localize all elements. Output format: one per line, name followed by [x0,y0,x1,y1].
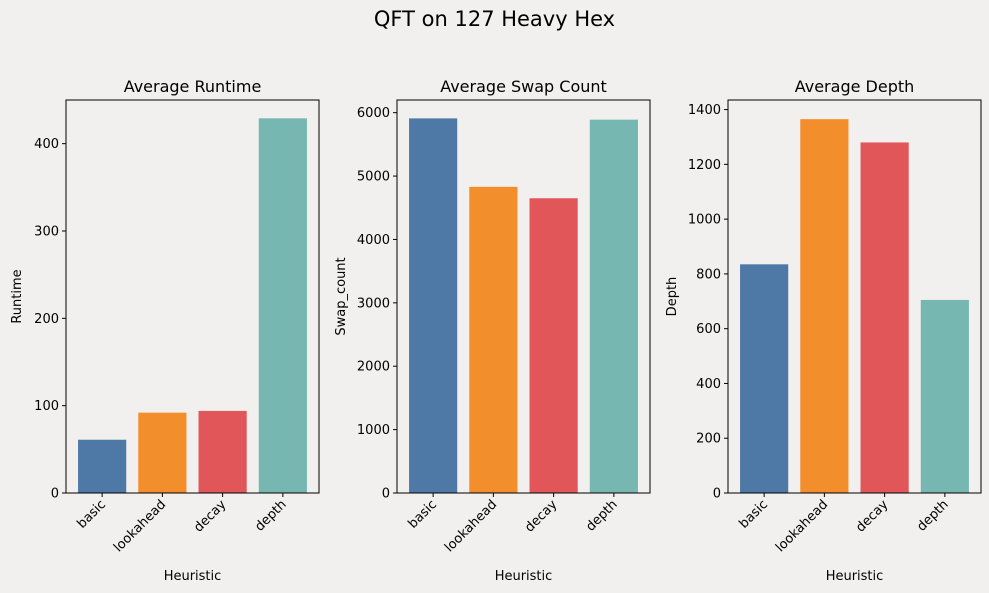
chart-title: Average Swap Count [440,77,607,96]
y-tick-label: 200 [34,312,59,327]
x-tick-label: basic [736,497,770,531]
x-tick-label: decay [853,497,891,535]
bar-depth [920,299,969,493]
y-tick-label: 0 [51,487,59,502]
y-tick-label: 400 [696,377,721,392]
x-axis-label: Heuristic [495,569,553,584]
chart-title: Average Runtime [124,77,262,96]
bar-decay [529,198,578,493]
x-tick-label: lookahead [111,497,169,555]
bar-basic [409,118,458,493]
y-tick-label: 800 [696,267,721,282]
y-axis-label: Swap_count [334,257,349,335]
y-tick-label: 0 [713,487,721,502]
y-tick-label: 1200 [688,158,721,173]
y-tick-label: 6000 [357,106,390,121]
y-tick-label: 400 [34,137,59,152]
bar-decay [198,410,247,493]
bar-basic [78,439,127,493]
figure-title: QFT on 127 Heavy Hex [374,7,615,31]
y-tick-label: 1000 [688,213,721,228]
bar-decay [860,142,909,494]
y-tick-label: 1000 [357,423,390,438]
bar-depth [589,119,638,494]
chart-title: Average Depth [795,77,915,96]
y-axis-label: Runtime [10,269,25,323]
bar-basic [740,264,789,493]
y-tick-label: 200 [696,432,721,447]
axes-frame [396,99,651,494]
x-tick-label: depth [583,497,620,534]
x-tick-label: lookahead [773,497,831,555]
x-tick-label: depth [252,497,289,534]
x-axis-label: Heuristic [826,569,884,584]
bar-lookahead [800,119,849,494]
y-tick-label: 4000 [357,233,390,248]
axes-frame [65,99,320,494]
chart-panel-1: 0 100 200 300 400 basic lookahead decay depth Ave… [10,77,320,584]
bar-lookahead [138,412,187,493]
y-tick-label: 2000 [357,360,390,375]
x-tick-label: basic [74,497,108,531]
bar-depth [258,118,307,493]
chart-panel-2: 0 1000 2000 3000 4000 5000 6000 basic lookahead d… [334,77,651,584]
x-tick-label: depth [914,497,951,534]
bar-lookahead [469,186,518,493]
x-axis-label: Heuristic [164,569,222,584]
y-tick-label: 0 [382,487,390,502]
y-tick-label: 5000 [357,170,390,185]
y-tick-label: 600 [696,322,721,337]
x-tick-label: decay [191,497,229,535]
y-tick-label: 3000 [357,296,390,311]
x-tick-label: basic [405,497,439,531]
axes-frame [727,99,982,494]
y-tick-label: 300 [34,225,59,240]
chart-panel-3: 0 200 400 600 800 1000 1200 1400 basic lookahead d… [665,77,982,584]
y-tick-label: 1400 [688,103,721,118]
x-tick-label: lookahead [442,497,500,555]
y-tick-label: 100 [34,399,59,414]
x-tick-label: decay [522,497,560,535]
y-axis-label: Depth [665,277,680,317]
